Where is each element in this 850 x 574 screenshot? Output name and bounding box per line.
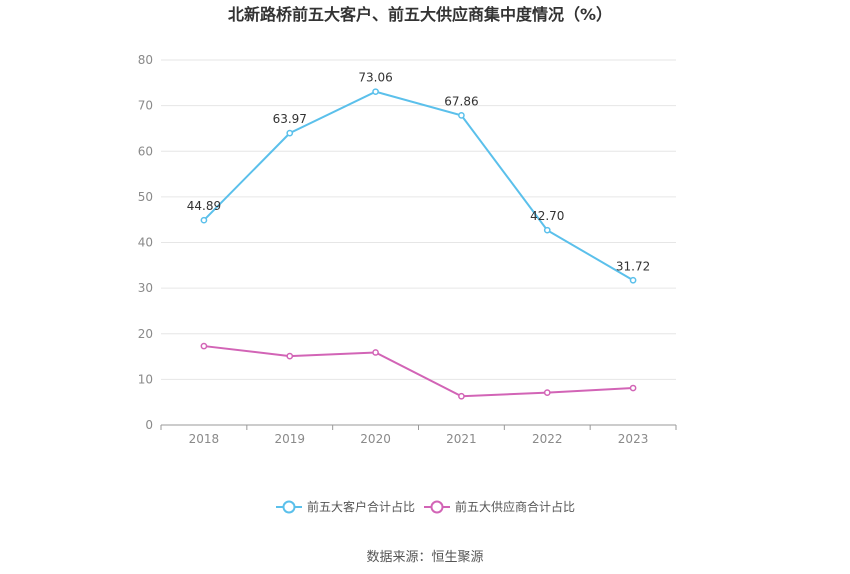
data-point[interactable] (543, 389, 551, 396)
legend-item-0[interactable]: 前五大客户合计占比 (276, 499, 415, 514)
data-point[interactable] (629, 276, 637, 284)
data-point[interactable] (629, 384, 637, 392)
y-tick-label: 60 (138, 144, 153, 158)
y-tick-label: 80 (138, 53, 153, 67)
legend[interactable]: 前五大客户合计占比 前五大供应商合计占比 (276, 499, 575, 514)
data-point[interactable] (200, 216, 208, 224)
data-point[interactable] (200, 342, 208, 350)
series-line (203, 345, 634, 398)
y-tick-label: 40 (138, 236, 153, 250)
chart-title: 北新路桥前五大客户、前五大供应商集中度情况（%） (228, 5, 612, 24)
x-tick-label: 2021 (446, 432, 477, 446)
y-tick-label: 20 (138, 327, 153, 341)
data-point[interactable] (458, 392, 465, 400)
data-label: 73.06 (358, 71, 392, 85)
x-tick-label: 2018 (189, 432, 220, 446)
y-tick-label: 10 (138, 372, 153, 386)
x-tick-label: 2022 (532, 432, 563, 446)
legend-label: 前五大客户合计占比 (307, 499, 415, 514)
legend-label: 前五大供应商合计占比 (455, 499, 575, 514)
data-label: 63.97 (273, 112, 307, 126)
series-layer: 44.89 63.97 73.06 67.86 42.70 31.72 (187, 71, 650, 400)
legend-marker-icon (282, 500, 296, 514)
data-point[interactable] (286, 352, 294, 360)
axes: 0 10 20 30 40 50 60 70 80 2018 2019 2020 2021 2022 202… (138, 53, 677, 446)
data-point[interactable] (458, 112, 465, 119)
data-label: 67.86 (444, 94, 478, 108)
x-tick-label: 2020 (360, 432, 391, 446)
y-tick-label: 0 (145, 418, 153, 432)
data-point[interactable] (372, 88, 379, 96)
series-1 (200, 342, 637, 400)
data-label: 44.89 (187, 199, 221, 213)
data-point[interactable] (372, 349, 379, 356)
data-label: 42.70 (530, 209, 564, 223)
legend-marker-icon (430, 500, 444, 514)
data-point[interactable] (286, 129, 294, 137)
x-tick-label: 2019 (274, 432, 305, 446)
series-0: 44.89 63.97 73.06 67.86 42.70 31.72 (187, 71, 650, 284)
data-label: 31.72 (616, 259, 650, 273)
y-tick-label: 70 (138, 99, 153, 113)
series-line (203, 90, 634, 282)
y-tick-label: 50 (138, 190, 153, 204)
x-tick-label: 2023 (618, 432, 649, 446)
legend-item-1[interactable]: 前五大供应商合计占比 (424, 499, 575, 514)
data-source: 数据来源：恒生聚源 (366, 550, 483, 565)
grid (161, 59, 676, 380)
data-point[interactable] (543, 226, 551, 234)
y-tick-label: 30 (138, 281, 153, 295)
